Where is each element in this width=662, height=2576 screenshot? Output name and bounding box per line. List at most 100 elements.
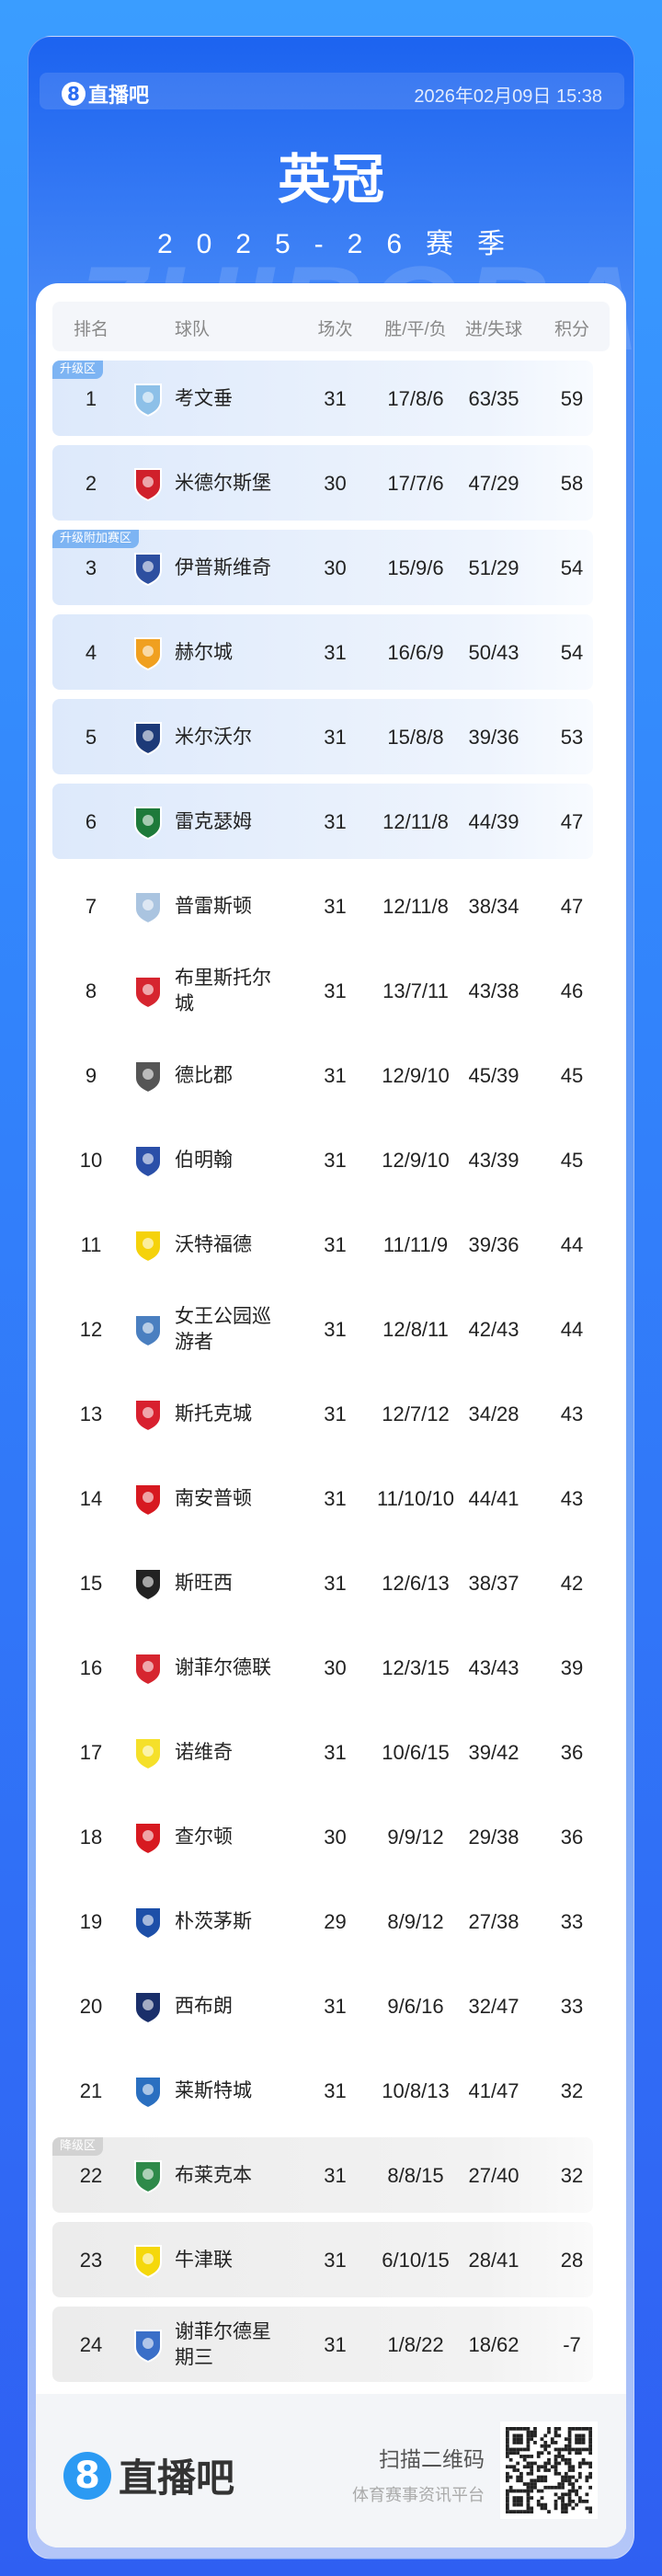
- win-draw-loss: 1/8/22: [387, 2333, 444, 2356]
- win-draw-loss: 12/9/10: [382, 1149, 450, 1172]
- points: 32: [560, 2164, 584, 2187]
- goals-for-against: 41/47: [468, 2079, 519, 2102]
- win-draw-loss: 16/6/9: [387, 641, 444, 664]
- rank: 17: [79, 1741, 103, 1764]
- rank: 12: [79, 1318, 103, 1341]
- rank: 1: [85, 387, 97, 410]
- win-draw-loss: 15/8/8: [387, 726, 444, 749]
- team-crest-icon: [134, 1822, 162, 1856]
- goals-for-against: 42/43: [468, 1318, 519, 1341]
- table-row[interactable]: 21 莱斯特城 31 10/8/13 41/47 32: [52, 2053, 593, 2128]
- team-name[interactable]: 谢菲尔德联: [175, 1656, 271, 1678]
- footer: 8 直播吧 扫描二维码 体育赛事资讯平台: [36, 2394, 626, 2547]
- points: 33: [560, 1910, 584, 1933]
- table-row[interactable]: 17 诺维奇 31 10/6/15 39/42 36: [52, 1714, 593, 1790]
- table-row[interactable]: 11 沃特福德 31 11/11/9 39/36 44: [52, 1207, 593, 1282]
- team-name[interactable]: 赫尔城: [175, 641, 233, 663]
- team-name[interactable]: 米德尔斯堡: [175, 472, 271, 494]
- points: 33: [560, 1995, 584, 2018]
- goals-for-against: 34/28: [468, 1402, 519, 1425]
- win-draw-loss: 9/9/12: [387, 1826, 444, 1849]
- table-row[interactable]: 23 牛津联 31 6/10/15 28/41 28: [52, 2222, 593, 2297]
- team-name[interactable]: 伯明翰: [175, 1149, 233, 1171]
- team-name[interactable]: 米尔沃尔: [175, 726, 252, 748]
- rank: 19: [79, 1910, 103, 1933]
- points: 47: [560, 810, 584, 833]
- rank: 2: [85, 472, 97, 495]
- table-row[interactable]: 12 女王公园巡游者 31 12/8/11 42/43 44: [52, 1291, 593, 1367]
- played: 29: [324, 1910, 347, 1933]
- table-row[interactable]: 18 查尔顿 30 9/9/12 29/38 36: [52, 1799, 593, 1874]
- team-crest-icon: [134, 807, 162, 841]
- played: 31: [324, 1995, 347, 2018]
- rank: 9: [85, 1064, 97, 1087]
- team-name[interactable]: 朴茨茅斯: [175, 1910, 252, 1932]
- goals-for-against: 44/41: [468, 1487, 519, 1510]
- table-row[interactable]: 24 谢菲尔德星期三 31 1/8/22 18/62 -7: [52, 2307, 593, 2382]
- played: 31: [324, 979, 347, 1002]
- table-row[interactable]: 6 雷克瑟姆 31 12/11/8 44/39 47: [52, 784, 593, 859]
- points: 54: [560, 641, 584, 664]
- team-crest-icon: [134, 553, 162, 587]
- table-row[interactable]: 20 西布朗 31 9/6/16 32/47 33: [52, 1968, 593, 2044]
- page-title: 英冠: [277, 148, 384, 211]
- team-name[interactable]: 诺维奇: [175, 1741, 233, 1763]
- team-name[interactable]: 查尔顿: [175, 1826, 233, 1848]
- qr-code: [500, 2421, 598, 2519]
- team-name[interactable]: 牛津联: [175, 2249, 233, 2271]
- goals-for-against: 32/47: [468, 1995, 519, 2018]
- table-row[interactable]: 9 德比郡 31 12/9/10 45/39 45: [52, 1037, 593, 1113]
- team-crest-icon: [134, 1314, 162, 1348]
- rank: 21: [79, 2079, 103, 2102]
- points: 28: [560, 2249, 584, 2272]
- team-name[interactable]: 考文垂: [175, 387, 233, 409]
- logo-eight-icon: 8: [62, 82, 86, 106]
- team-crest-icon: [134, 1145, 162, 1179]
- table-row[interactable]: 13 斯托克城 31 12/7/12 34/28 43: [52, 1376, 593, 1451]
- win-draw-loss: 11/11/9: [382, 1233, 449, 1256]
- team-name[interactable]: 雷克瑟姆: [175, 810, 252, 832]
- win-draw-loss: 15/9/6: [387, 556, 444, 579]
- played: 31: [324, 1741, 347, 1764]
- points: 36: [560, 1826, 584, 1849]
- team-name[interactable]: 斯旺西: [175, 1572, 233, 1594]
- table-row[interactable]: 降级区 22 布莱克本 31 8/8/15 27/40 32: [52, 2137, 593, 2213]
- team-name[interactable]: 西布朗: [175, 1995, 233, 2017]
- points: 54: [560, 556, 584, 579]
- header-bar: 8 直播吧 2026年02月09日 15:38: [40, 73, 624, 109]
- table-row[interactable]: 7 普雷斯顿 31 12/11/8 38/34 47: [52, 868, 593, 944]
- team-name[interactable]: 南安普顿: [175, 1487, 252, 1509]
- team-name[interactable]: 布里斯托尔城: [175, 967, 271, 1014]
- rank: 13: [79, 1402, 103, 1425]
- table-row[interactable]: 升级区 1 考文垂 31 17/8/6 63/35 59: [52, 361, 593, 436]
- table-row[interactable]: 19 朴茨茅斯 29 8/9/12 27/38 33: [52, 1883, 593, 1959]
- played: 31: [324, 1149, 347, 1172]
- team-crest-icon: [134, 1653, 162, 1687]
- played: 31: [324, 1064, 347, 1087]
- table-row[interactable]: 14 南安普顿 31 11/10/10 44/41 43: [52, 1460, 593, 1536]
- table-row[interactable]: 8 布里斯托尔城 31 13/7/11 43/38 46: [52, 953, 593, 1028]
- team-crest-icon: [134, 1483, 162, 1517]
- team-name[interactable]: 普雷斯顿: [175, 895, 252, 917]
- rank: 23: [79, 2249, 103, 2272]
- table-row[interactable]: 2 米德尔斯堡 30 17/7/6 47/29 58: [52, 445, 593, 521]
- points: 43: [560, 1487, 584, 1510]
- team-name[interactable]: 布莱克本: [175, 2164, 252, 2186]
- team-name[interactable]: 谢菲尔德星期三: [175, 2320, 271, 2368]
- goals-for-against: 27/40: [468, 2164, 519, 2187]
- team-name[interactable]: 德比郡: [175, 1064, 233, 1086]
- team-name[interactable]: 伊普斯维奇: [175, 556, 271, 578]
- table-row[interactable]: 15 斯旺西 31 12/6/13 38/37 42: [52, 1545, 593, 1620]
- table-row[interactable]: 升级附加赛区 3 伊普斯维奇 30 15/9/6 51/29 54: [52, 530, 593, 605]
- team-name[interactable]: 莱斯特城: [175, 2079, 252, 2101]
- table-row[interactable]: 16 谢菲尔德联 30 12/3/15 43/43 39: [52, 1630, 593, 1705]
- played: 30: [324, 1826, 347, 1849]
- win-draw-loss: 12/7/12: [382, 1402, 450, 1425]
- team-name[interactable]: 斯托克城: [175, 1402, 252, 1425]
- table-row[interactable]: 10 伯明翰 31 12/9/10 43/39 45: [52, 1122, 593, 1197]
- team-name[interactable]: 沃特福德: [175, 1233, 252, 1255]
- scan-qr-label: 扫描二维码: [379, 2448, 485, 2472]
- team-name[interactable]: 女王公园巡游者: [175, 1305, 271, 1353]
- table-row[interactable]: 5 米尔沃尔 31 15/8/8 39/36 53: [52, 699, 593, 774]
- table-row[interactable]: 4 赫尔城 31 16/6/9 50/43 54: [52, 614, 593, 690]
